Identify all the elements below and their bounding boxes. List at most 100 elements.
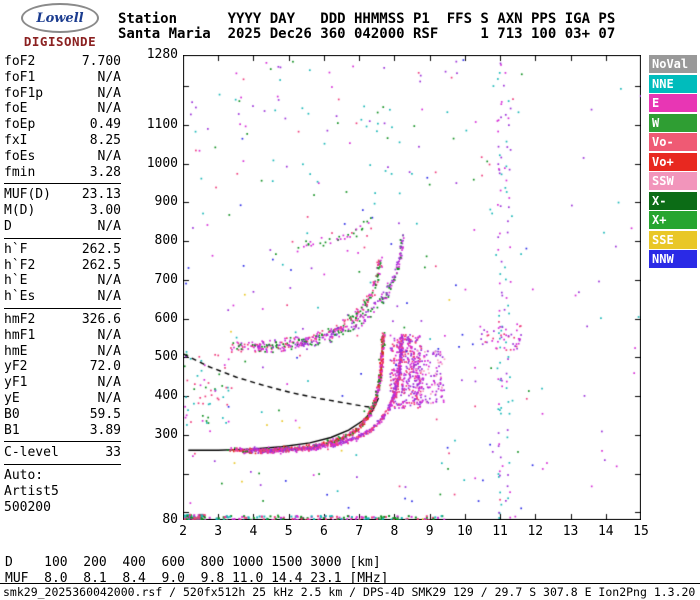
param-label: M(D)	[4, 203, 36, 219]
y-tick-label: 80	[162, 512, 178, 527]
param-value: 262.5	[81, 241, 121, 257]
logo-brand-text: Lowell	[36, 10, 84, 26]
param-value: N/A	[97, 218, 121, 234]
param-label: h`Es	[4, 289, 36, 305]
param-row-ye: yE N/A	[4, 391, 121, 407]
ionogram-plot-area	[183, 55, 641, 524]
param-value: 7.700	[81, 54, 121, 69]
y-tick-label: 500	[154, 349, 178, 365]
param-label: foF1	[4, 69, 36, 85]
param-value: 326.6	[81, 311, 121, 327]
param-label: foF2	[4, 54, 36, 69]
header-line-labels: Station YYYY DAY DDD HHMMSS P1 FFS S AXN…	[118, 11, 616, 27]
header-line-values: Santa Maria 2025 Dec26 360 042000 RSF 1 …	[118, 26, 616, 42]
param-row-auto: Auto:	[4, 468, 121, 484]
param-row-hmf1: hmF1 N/A	[4, 328, 121, 344]
param-divider	[4, 237, 121, 239]
x-tick-label: 3	[214, 524, 223, 539]
param-value: 3.00	[89, 203, 121, 219]
legend-item-noval: NoVal	[649, 55, 697, 73]
param-value: 262.5	[81, 257, 121, 273]
param-label: 500200	[4, 499, 51, 515]
param-value: N/A	[97, 101, 121, 117]
param-value: N/A	[97, 375, 121, 391]
param-value: N/A	[97, 273, 121, 289]
param-value: 3.89	[89, 422, 121, 438]
y-tick-label: 700	[154, 271, 178, 287]
param-row-foe: foE N/A	[4, 101, 121, 117]
y-tick-label: 1280	[146, 47, 178, 62]
param-value: 23.13	[81, 187, 121, 203]
legend-item-nnw: NNW	[649, 250, 697, 268]
x-tick-label: 9	[425, 524, 434, 539]
legend-item-x: X-	[649, 191, 697, 210]
param-label: hmF1	[4, 327, 36, 343]
param-label: yE	[4, 390, 20, 406]
parameter-panel: foF2 7.700 foF1 N/A foF1p N/A foE N/A foEp 0.49 fx…	[4, 54, 121, 516]
x-tick-label: 15	[633, 524, 649, 539]
legend-item-x: X+	[649, 211, 697, 229]
param-row-fmin: fmin 3.28	[4, 165, 121, 181]
legend-item-e: E	[649, 94, 697, 112]
y-tick-label: 400	[154, 388, 178, 403]
param-label: Artist5	[4, 483, 59, 499]
legend-item-sse: SSE	[649, 230, 697, 249]
lowell-logo-ellipse: Lowell	[21, 3, 99, 33]
param-label: hmE	[4, 343, 28, 359]
x-tick-label: 6	[320, 524, 328, 539]
direction-legend: NoVal NNE E W Vo- Vo+ SSW X- X+ SSE NNW	[649, 55, 697, 270]
param-label: B1	[4, 422, 20, 438]
legend-item-vo: Vo-	[649, 133, 697, 151]
x-tick-label: 5	[284, 524, 293, 539]
param-label: foE	[4, 101, 28, 117]
param-label: foEp	[4, 117, 36, 133]
legend-item-vo: Vo+	[649, 152, 697, 171]
param-label: Auto:	[4, 468, 44, 484]
param-label: h`F2	[4, 257, 36, 273]
d-distance-row: D 100 200 400 600 800 1000 1500 3000 [km…	[5, 555, 381, 570]
legend-item-w: W	[649, 113, 697, 132]
param-value: 8.25	[89, 132, 121, 148]
x-tick-label: 11	[492, 524, 508, 539]
param-row-b1: B1 3.89	[4, 423, 121, 439]
param-row-500200: 500200	[4, 500, 121, 516]
param-value: 33	[105, 445, 121, 461]
param-row-yf2: yF2 72.0	[4, 359, 121, 375]
param-value: N/A	[97, 327, 121, 343]
param-label: foF1p	[4, 85, 44, 101]
param-label: fmin	[4, 164, 36, 180]
y-tick-label: 800	[154, 233, 178, 248]
ionogram-canvas	[183, 55, 641, 520]
param-row-h-f2: h`F2 262.5	[4, 258, 121, 274]
param-divider	[4, 464, 121, 466]
y-tick-label: 300	[154, 426, 178, 442]
param-divider	[4, 183, 121, 185]
param-row-muf-d: MUF(D) 23.13	[4, 187, 121, 203]
y-tick-label: 600	[154, 310, 178, 326]
param-value: N/A	[97, 343, 121, 359]
param-value: N/A	[97, 69, 121, 85]
x-tick-label: 13	[562, 524, 579, 539]
param-row-foep: foEp 0.49	[4, 117, 121, 133]
param-row-fof2: foF2 7.700	[4, 54, 121, 70]
y-tick-label: 1100	[146, 116, 178, 132]
x-tick-label: 10	[457, 524, 473, 539]
param-value: N/A	[97, 148, 121, 164]
muf-row: MUF 8.0 8.1 8.4 9.0 9.8 11.0 14.4 23.1 […	[5, 571, 389, 586]
param-label: h`E	[4, 273, 28, 289]
param-row-fof1p: foF1p N/A	[4, 86, 121, 102]
param-label: MUF(D)	[4, 187, 51, 203]
x-tick-label: 2	[179, 524, 187, 539]
param-value: 59.5	[89, 406, 121, 422]
status-bar: smk29_2025360042000.rsf / 520fx512h 25 k…	[0, 583, 700, 600]
param-row-foes: foEs N/A	[4, 149, 121, 165]
x-tick-label: 14	[597, 524, 614, 539]
lowell-digisonde-logo: Lowell DIGISONDE	[8, 3, 112, 49]
param-row-fxi: fxI 8.25	[4, 133, 121, 149]
param-value: 0.49	[89, 117, 121, 133]
param-label: fxI	[4, 132, 28, 148]
param-row-h-es: h`Es N/A	[4, 289, 121, 305]
x-tick-label: 12	[527, 524, 544, 539]
param-label: h`F	[4, 241, 28, 257]
